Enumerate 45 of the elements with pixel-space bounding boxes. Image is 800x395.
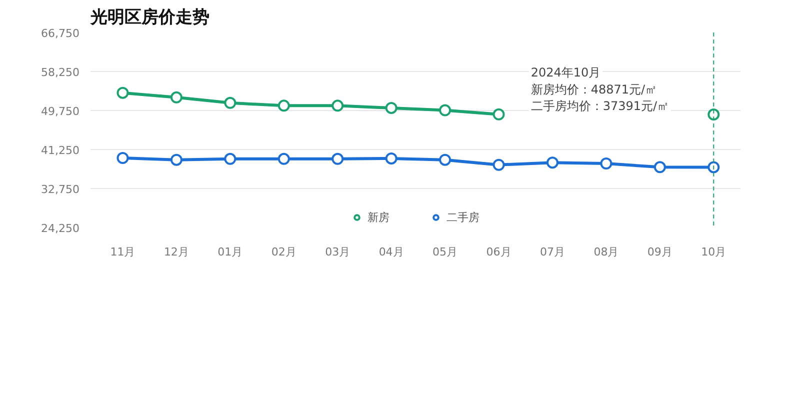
y-tick-label: 66,750 — [41, 27, 80, 40]
point — [170, 91, 182, 104]
point — [492, 158, 505, 171]
point — [332, 100, 344, 112]
point — [116, 86, 129, 99]
y-tick-label: 24,250 — [41, 222, 80, 235]
point — [439, 154, 452, 166]
x-tick-label: 07月 — [540, 246, 565, 258]
legend-label: 二手房 — [446, 210, 480, 224]
point — [332, 152, 344, 165]
point — [654, 161, 666, 174]
x-tick-label: 12月 — [164, 246, 189, 258]
point — [708, 161, 720, 174]
legend-label: 新房 — [368, 210, 390, 224]
point — [708, 108, 720, 121]
y-tick-label: 49,750 — [41, 105, 80, 118]
y-tick-label: 41,250 — [41, 144, 80, 157]
point — [385, 102, 398, 114]
x-tick-label: 01月 — [218, 246, 243, 258]
x-tick-label: 11月 — [110, 246, 136, 258]
point — [224, 96, 236, 109]
x-tick-label: 06月 — [486, 246, 512, 258]
x-tick-label: 02月 — [271, 246, 296, 258]
y-tick-label: 32,750 — [41, 183, 80, 196]
point — [492, 108, 505, 120]
point — [278, 100, 290, 112]
x-tick-label: 09月 — [647, 246, 672, 258]
point — [546, 156, 558, 169]
annotation: 二手房均价：37391元/㎡ — [530, 98, 670, 113]
point — [278, 152, 290, 165]
point — [439, 104, 452, 116]
point — [116, 152, 129, 164]
chart-title: 光明区房价走势 — [90, 8, 210, 28]
annotation: 新房均价：48871元/㎡ — [530, 82, 658, 96]
y-tick-label: 58,250 — [41, 66, 80, 79]
x-tick-label: 03月 — [325, 246, 350, 258]
point — [224, 152, 236, 165]
point — [385, 152, 398, 164]
x-tick-label: 08月 — [594, 246, 619, 258]
x-tick-label: 05月 — [432, 246, 458, 258]
point — [600, 158, 612, 170]
x-tick-label: 10月 — [701, 246, 726, 258]
point — [170, 154, 182, 166]
annotation: 2024年10月 — [530, 66, 601, 80]
x-tick-label: 04月 — [378, 246, 404, 258]
